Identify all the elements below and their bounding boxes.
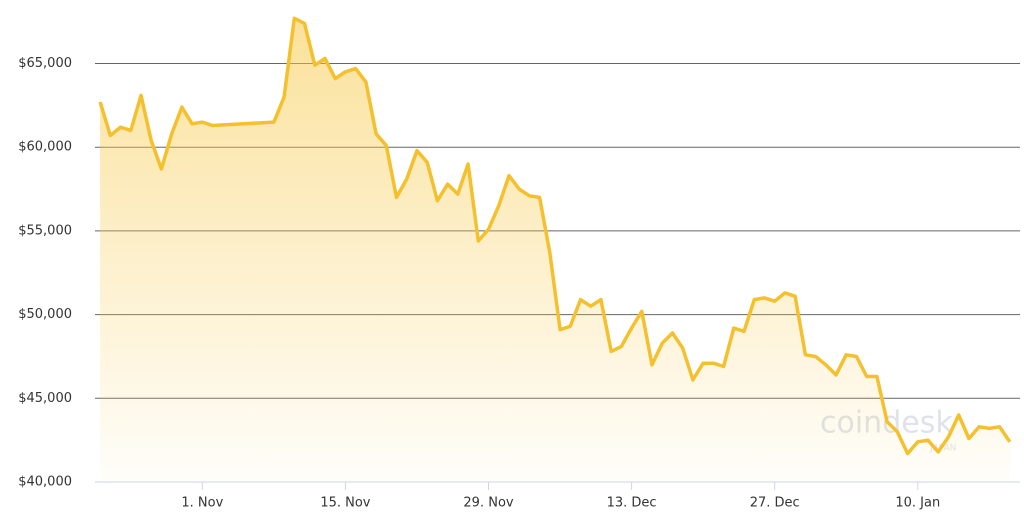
area bbox=[100, 18, 1010, 483]
x-tick-label: 10. Jan bbox=[895, 496, 940, 511]
line bbox=[98, 16, 1012, 456]
x-tick-label: 15. Nov bbox=[320, 496, 370, 511]
x-tick-label: 27. Dec bbox=[750, 496, 800, 511]
x-tick-label: 1. Nov bbox=[181, 496, 223, 511]
x-tick-label: 13. Dec bbox=[607, 496, 657, 511]
x-tick-label: 29. Nov bbox=[463, 496, 513, 511]
y-tick-label: $55,000 bbox=[18, 223, 72, 238]
y-tick-label: $45,000 bbox=[18, 391, 72, 406]
y-tick-label: $60,000 bbox=[18, 140, 72, 155]
y-tick-label: $65,000 bbox=[18, 56, 72, 71]
y-tick-label: $50,000 bbox=[18, 307, 72, 322]
y-tick-label: $40,000 bbox=[18, 475, 72, 490]
